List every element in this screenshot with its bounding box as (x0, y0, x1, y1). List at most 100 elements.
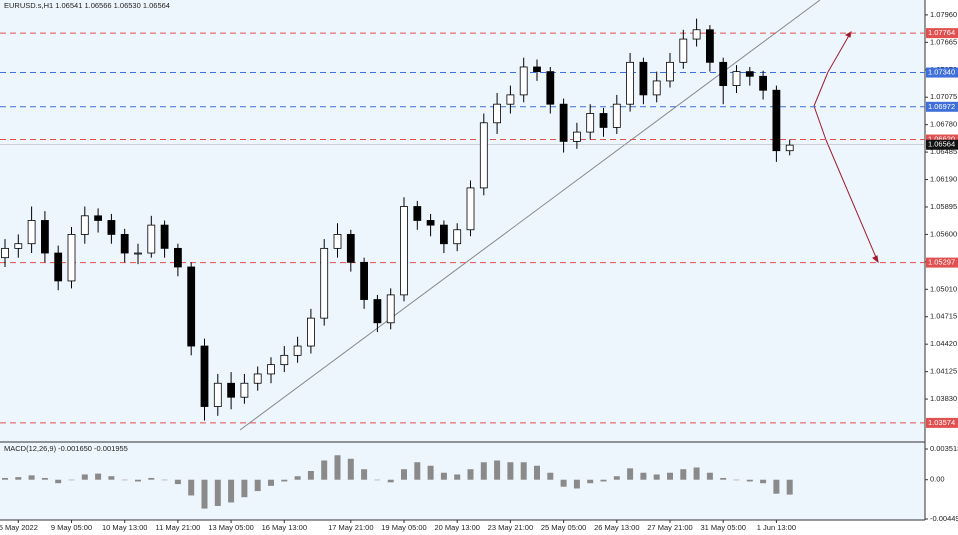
candle-body (200, 345, 209, 407)
candle-body (666, 61, 674, 82)
macd-y-tick-label: -0.004493 (930, 514, 958, 523)
macd-bar (667, 472, 673, 480)
candle-body (706, 29, 714, 63)
macd-bar (347, 458, 354, 480)
candle-body (719, 61, 728, 86)
x-tick-label: 10 May 13:00 (102, 523, 147, 532)
candle-body (227, 382, 236, 398)
candle-body (253, 373, 262, 384)
candle-body (160, 224, 169, 249)
candle-body (599, 113, 608, 128)
y-tick-label: 1.05600 (930, 229, 957, 238)
level-tag-label: 1.05297 (928, 258, 955, 267)
macd-bar (600, 479, 607, 482)
y-tick-label: 1.07075 (930, 92, 957, 101)
macd-bar (720, 477, 727, 480)
macd-y-tick-label: 0.00 (930, 475, 945, 484)
macd-bar (467, 469, 474, 480)
x-tick-label: 16 May 13:00 (262, 523, 307, 532)
candle-body (54, 252, 63, 282)
level-tag (926, 28, 958, 39)
candle-body (41, 220, 49, 254)
macd-bar (507, 462, 514, 480)
level-tag (926, 101, 958, 112)
macd-bar (135, 479, 141, 482)
y-tick-label: 1.05895 (930, 202, 957, 211)
macd-bar (693, 467, 700, 480)
macd-bar (15, 477, 22, 480)
candle-body (306, 317, 315, 347)
candle-body (639, 61, 648, 96)
macd-bar (773, 479, 780, 494)
candle-body (346, 234, 355, 263)
y-tick-label: 1.06190 (930, 175, 957, 184)
macd-bar (387, 479, 394, 483)
x-tick-label: 11 May 21:00 (155, 523, 200, 532)
candle-body (67, 234, 76, 282)
candle-body (14, 243, 23, 249)
candle-body (679, 38, 688, 63)
macd-bar (214, 479, 221, 506)
candle-body (519, 66, 528, 96)
current-price-tag (926, 139, 958, 150)
level-tag (926, 417, 958, 428)
candle-body (692, 29, 701, 40)
macd-bar (401, 469, 407, 480)
candle-body (732, 71, 741, 86)
candle-body (626, 61, 634, 105)
x-tick-label: 20 May 13:00 (434, 523, 479, 532)
y-tick-label: 1.07665 (930, 37, 957, 46)
candle-body (27, 220, 36, 245)
candle-body (373, 299, 382, 324)
candle-body (759, 75, 767, 91)
y-tick-label: 1.04715 (930, 312, 957, 321)
y-tick-label: 1.06780 (930, 120, 957, 129)
macd-label: MACD(12,26,9) -0.001650 -0.001955 (4, 444, 128, 453)
x-tick-label: 26 May 13:00 (594, 523, 639, 532)
candle-body (533, 66, 541, 73)
level-tag-label: 1.03574 (928, 418, 955, 427)
macd-bar (454, 474, 461, 480)
macd-bar (640, 472, 647, 480)
macd-bar (41, 477, 48, 480)
macd-bar (294, 476, 301, 480)
y-tick-label: 1.07960 (930, 10, 957, 19)
candle-body (586, 113, 595, 133)
candle-body (479, 122, 488, 189)
macd-bar (174, 479, 181, 485)
macd-bar (81, 474, 88, 480)
candle-body (333, 234, 342, 249)
candle-body (280, 354, 289, 366)
macd-bar (494, 460, 501, 480)
macd-bar (108, 476, 115, 480)
macd-bar (760, 479, 767, 484)
candle-body (466, 187, 475, 231)
macd-bar (613, 476, 620, 480)
y-tick-label: 1.04420 (930, 339, 957, 348)
level-tag (926, 134, 958, 145)
y-tick-label: 1.03830 (930, 394, 957, 403)
candle-body (360, 261, 369, 300)
macd-bar (680, 469, 687, 480)
macd-bar (188, 479, 195, 496)
macd-bar (321, 460, 328, 480)
candle-body (785, 144, 794, 152)
macd-bar (627, 468, 634, 480)
macd-bar (733, 479, 740, 481)
candle-body (400, 206, 408, 296)
candle-body (612, 103, 621, 128)
x-tick-label: 27 May 21:00 (647, 523, 692, 532)
candle-body (652, 80, 661, 96)
candle-body (94, 215, 102, 221)
candle-body (772, 89, 781, 152)
level-tag-label: 1.07764 (928, 28, 955, 37)
candle-body (320, 247, 329, 319)
macd-bar (547, 472, 554, 480)
level-tag-label: 1.07340 (928, 68, 955, 77)
candle-body (240, 382, 249, 398)
candle-body (413, 206, 422, 221)
macd-y-tick-label: 0.003513 (930, 444, 958, 453)
macd-bar (254, 479, 261, 492)
macd-bar (560, 479, 567, 487)
